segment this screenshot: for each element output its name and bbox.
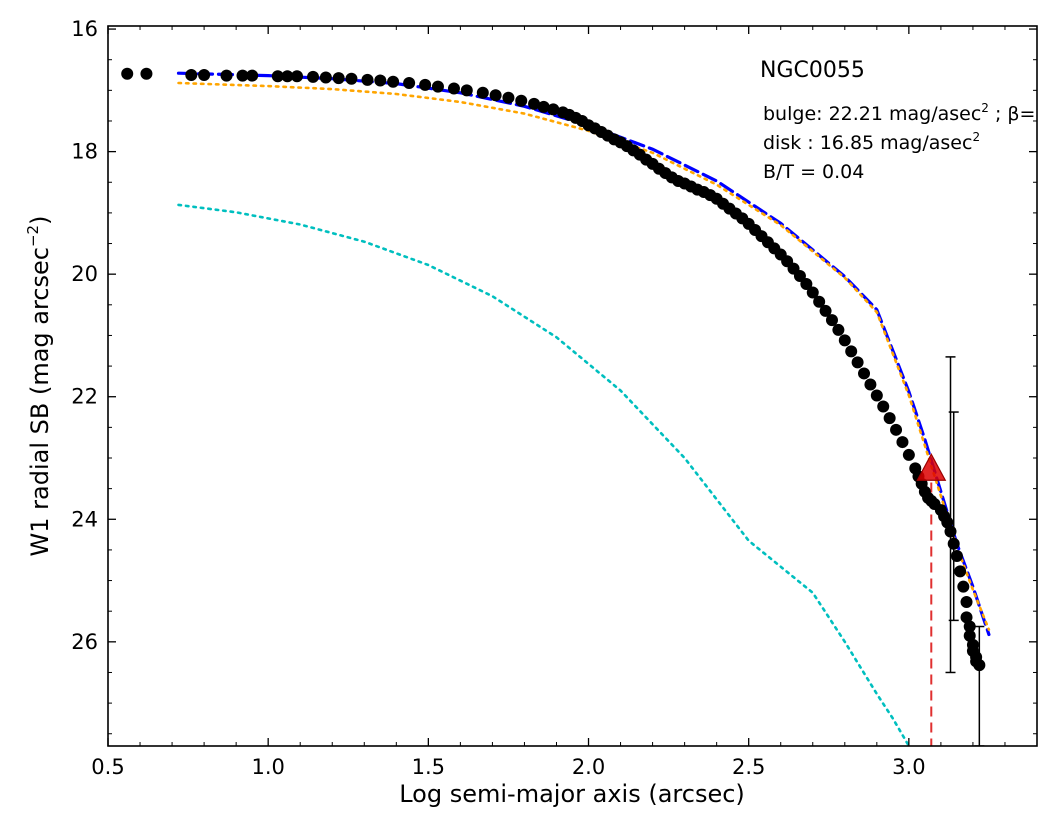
data-point — [460, 84, 473, 97]
data-point — [957, 580, 970, 593]
data-point — [947, 537, 960, 550]
bulge-component-curve — [177, 203, 911, 746]
data-point — [800, 277, 813, 290]
disk-annotation-sup: 2 — [972, 130, 980, 144]
disk-annotation: disk : 16.85 mag/asec2 — [763, 130, 980, 154]
y-axis-title-main: W1 radial SB (mag arcsec — [26, 247, 54, 556]
limit-marker-triangle — [916, 452, 947, 481]
data-point — [890, 423, 903, 436]
disk-component-curve — [177, 81, 991, 631]
data-point — [960, 611, 973, 624]
data-point — [960, 596, 973, 608]
data-point — [793, 270, 806, 283]
data-point — [838, 334, 851, 347]
data-point — [345, 72, 358, 85]
bulge-annotation: bulge: 22.21 mag/asec2 ; β= — [763, 101, 1035, 125]
x-axis-title: Log semi-major axis (arcsec) — [399, 780, 745, 808]
data-point — [387, 75, 400, 88]
data-point — [236, 69, 249, 82]
y-axis-title-close: ) — [26, 216, 54, 225]
data-point — [825, 314, 838, 327]
data-point — [941, 516, 954, 529]
data-point — [291, 70, 304, 83]
data-point — [185, 69, 198, 82]
data-point — [883, 412, 896, 425]
data-point — [403, 76, 416, 89]
disk-annotation-main: disk : 16.85 mag/asec — [763, 132, 972, 154]
x-tick-label: 2.0 — [572, 755, 605, 779]
data-point — [963, 620, 976, 633]
data-point — [374, 74, 387, 87]
data-point — [502, 91, 515, 104]
data-point — [121, 67, 134, 80]
data-point — [489, 89, 502, 102]
data-point — [547, 103, 560, 116]
data-point — [963, 629, 976, 642]
data-point — [528, 97, 541, 110]
data-point — [896, 436, 909, 449]
data-point — [431, 80, 444, 93]
data-point — [806, 286, 819, 299]
data-point — [271, 70, 284, 83]
data-point — [419, 78, 432, 91]
data-point — [877, 400, 890, 413]
data-point — [537, 100, 550, 113]
x-tick-label: 2.5 — [732, 755, 765, 779]
bulge-annotation-main: bulge: 22.21 mag/asec — [763, 103, 981, 125]
y-tick-label: 26 — [71, 630, 98, 654]
x-tick-label: 0.5 — [91, 755, 124, 779]
data-point — [845, 345, 858, 358]
data-point — [973, 659, 986, 672]
data-point — [246, 69, 259, 82]
data-point — [140, 67, 153, 80]
y-axis-title: W1 radial SB (mag arcsec−2) — [24, 216, 54, 557]
data-point — [281, 70, 294, 83]
data-point — [851, 356, 864, 369]
data-point — [319, 71, 332, 84]
data-point — [954, 565, 967, 578]
data-point — [813, 295, 826, 308]
data-point — [858, 367, 871, 380]
series-layer — [121, 67, 991, 746]
y-tick-label: 16 — [71, 17, 98, 41]
galaxy-name-label: NGC0055 — [760, 58, 865, 83]
data-point — [515, 94, 528, 107]
x-tick-label: 1.5 — [412, 755, 445, 779]
data-point — [447, 82, 460, 95]
y-tick-label: 18 — [71, 140, 98, 164]
data-point — [950, 550, 963, 563]
y-tick-label: 24 — [71, 507, 98, 531]
data-point — [864, 378, 877, 391]
y-tick-label: 20 — [71, 262, 98, 286]
data-point — [902, 448, 915, 461]
y-axis-title-sup: −2 — [24, 225, 42, 247]
data-point — [361, 73, 374, 86]
data-point — [819, 304, 832, 317]
data-point — [198, 69, 211, 82]
y-tick-label: 22 — [71, 385, 98, 409]
bulge-annotation-suffix: ; β= — [989, 103, 1036, 125]
data-point — [307, 70, 320, 83]
data-point — [832, 323, 845, 336]
data-point — [870, 389, 883, 402]
bulge-annotation-sup: 2 — [981, 101, 989, 115]
bt-annotation: B/T = 0.04 — [763, 161, 864, 183]
x-tick-label: 3.0 — [892, 755, 925, 779]
data-point — [476, 86, 489, 99]
data-point — [220, 69, 233, 82]
data-point — [332, 72, 345, 85]
data-point — [944, 525, 957, 538]
plot-frame — [107, 25, 1038, 747]
x-tick-label: 1.0 — [251, 755, 284, 779]
